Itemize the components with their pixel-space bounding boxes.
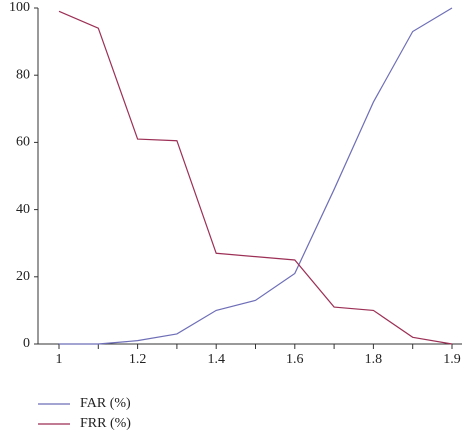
- y-tick-label: 100: [9, 0, 30, 15]
- legend-label: FAR (%): [80, 396, 131, 411]
- x-tick-label: 1: [56, 352, 63, 367]
- series-line: [58, 10, 453, 345]
- y-tick-label: 0: [23, 336, 30, 351]
- y-tick-label: 80: [16, 67, 30, 82]
- x-tick-label: 1.8: [365, 352, 383, 367]
- series-line: [59, 7, 453, 345]
- y-tick-label: 20: [16, 269, 30, 284]
- y-tick-label: 40: [16, 202, 30, 217]
- x-tick-label: 1.2: [129, 352, 147, 367]
- y-tick-label: 60: [16, 135, 30, 150]
- x-tick-label: 1.6: [286, 352, 304, 367]
- legend-label: FRR (%): [80, 416, 131, 431]
- x-tick-label: 1.9: [443, 352, 461, 367]
- x-tick-label: 1.4: [207, 352, 225, 367]
